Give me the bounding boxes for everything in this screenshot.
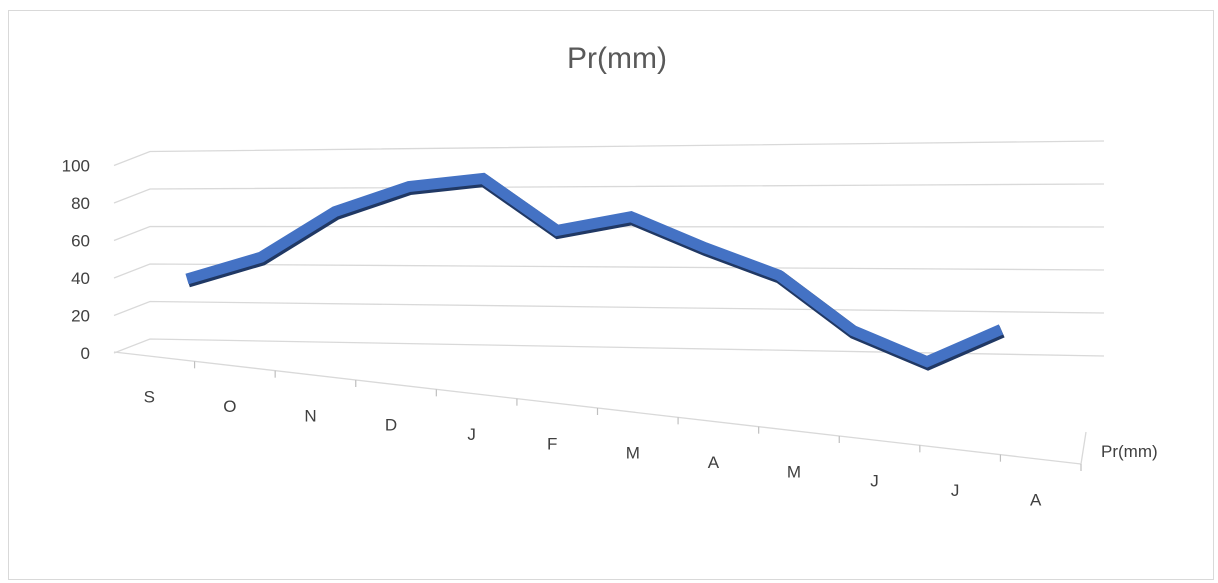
x-tick-label: N xyxy=(304,406,316,425)
x-tick-label: J xyxy=(951,481,960,500)
y-tick-label: 60 xyxy=(71,232,90,251)
x-tick-label: A xyxy=(1030,490,1042,509)
gridline xyxy=(113,263,1105,279)
y-axis-tick-labels: 0 20 40 60 80 100 xyxy=(62,157,90,364)
chart-title: Pr(mm) xyxy=(567,42,667,75)
gridlines xyxy=(113,140,1105,357)
x-tick-label: O xyxy=(223,397,236,416)
gridline xyxy=(113,140,1105,167)
gridline xyxy=(113,300,1105,317)
y-tick-label: 0 xyxy=(81,344,90,363)
y-tick-label: 80 xyxy=(71,194,90,213)
x-tick-label: F xyxy=(547,434,557,453)
series-pr-mm xyxy=(185,172,1005,371)
y-tick-label: 40 xyxy=(71,269,90,288)
y-tick-label: 20 xyxy=(71,307,90,326)
gridline xyxy=(113,338,1105,357)
gridline xyxy=(113,225,1105,242)
x-tick-label: D xyxy=(385,416,397,435)
x-tick-label: S xyxy=(144,388,155,407)
series-line xyxy=(185,172,1004,368)
x-tick-label: M xyxy=(787,462,801,481)
x-tick-label: M xyxy=(626,444,640,463)
y-tick-label: 100 xyxy=(62,157,90,176)
x-tick-label: A xyxy=(708,453,720,472)
x-tick-label: J xyxy=(467,425,476,444)
x-axis: S O N D J F M A M J J A xyxy=(113,351,1087,509)
chart-area xyxy=(8,10,1214,580)
depth-axis-label: Pr(mm) xyxy=(1101,442,1158,461)
depth-axis-line xyxy=(1080,431,1087,465)
gridline xyxy=(113,183,1105,204)
x-tick-label: J xyxy=(870,472,879,491)
